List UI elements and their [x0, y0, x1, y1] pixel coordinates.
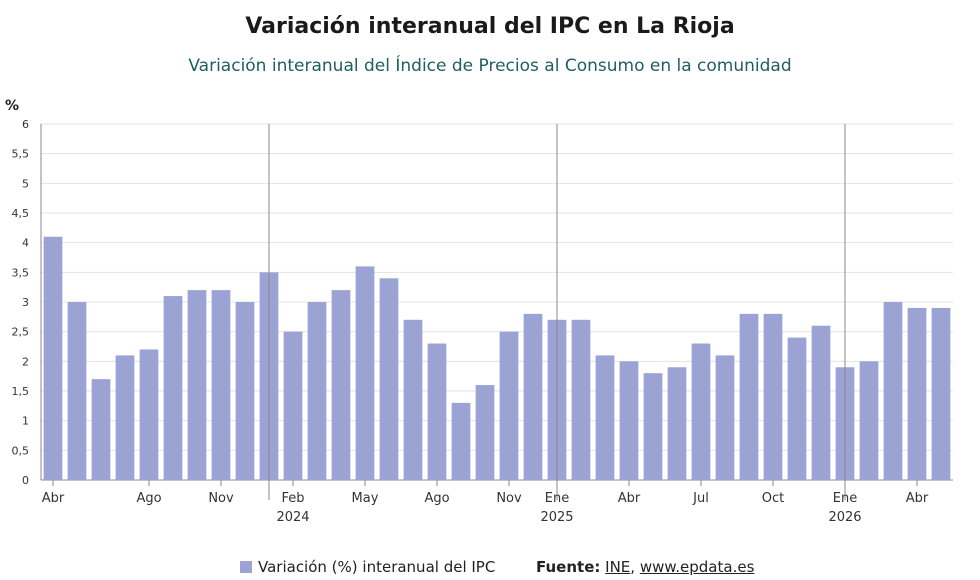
source-ine-link[interactable]: INE: [605, 558, 631, 576]
source-separator: ,: [630, 558, 636, 576]
y-tick-label: 1: [22, 415, 29, 428]
y-tick-label: 2: [22, 355, 29, 368]
bar: [667, 367, 687, 480]
chart-subtitle: Variación interanual del Índice de Preci…: [188, 56, 792, 76]
bar: [619, 361, 639, 480]
plot-area: % 0 0,5 1 1,5 2 2,5 3 3,5 4 4,5 5 5,5 6 Abr Ago Nov Feb Ma…: [5, 98, 953, 525]
source-label: Fuente:: [536, 558, 601, 576]
bar: [571, 319, 591, 480]
x-tick-label: Ene: [833, 491, 857, 506]
x-tick-label: Ago: [424, 491, 449, 506]
bar: [307, 302, 327, 480]
bar: [739, 313, 759, 480]
chart-footer: Variación (%) interanual del IPC Fuente:…: [0, 558, 980, 578]
x-tick-label: May: [352, 491, 379, 506]
source-site-link[interactable]: www.epdata.es: [639, 558, 755, 576]
bar: [331, 290, 351, 480]
bar: [451, 402, 471, 480]
bar: [115, 355, 135, 480]
bar: [907, 307, 927, 480]
bar: [163, 296, 183, 480]
bar: [211, 290, 231, 480]
bar: [379, 278, 399, 480]
bar: [691, 343, 711, 480]
source-note: Fuente: INE, www.epdata.es: [536, 558, 754, 576]
legend-label: Variación (%) interanual del IPC: [258, 558, 496, 576]
y-tick-label: 2,5: [12, 326, 30, 339]
x-year-label: 2026: [828, 510, 861, 525]
bar: [403, 319, 423, 480]
x-year-label: 2025: [540, 510, 573, 525]
x-tick-label: Nov: [496, 491, 522, 506]
bar: [139, 349, 159, 480]
bar: [931, 307, 951, 480]
bar: [427, 343, 447, 480]
bar: [763, 313, 783, 480]
y-tick-label: 0: [22, 474, 29, 487]
chart-title: Variación interanual del IPC en La Rioja: [245, 14, 735, 39]
y-tick-label: 3,5: [12, 266, 30, 279]
y-tick-label: 4,5: [12, 207, 30, 220]
x-year-label: 2024: [276, 510, 309, 525]
bar: [235, 302, 255, 480]
bar: [355, 266, 375, 480]
bar: [283, 331, 303, 480]
y-tick-label: 0,5: [12, 444, 30, 457]
bar: [595, 355, 615, 480]
bar: [91, 379, 111, 480]
bar: [499, 331, 519, 480]
x-tick-label: Nov: [208, 491, 234, 506]
y-tick-label: 5,5: [12, 148, 30, 161]
y-tick-label: 4: [22, 237, 29, 250]
x-tick-label: Feb: [281, 491, 304, 506]
x-tick-label: Ago: [136, 491, 161, 506]
bar: [859, 361, 879, 480]
y-tick-label: 3: [22, 296, 29, 309]
x-tick-label: Jul: [692, 491, 709, 506]
bar: [43, 236, 63, 480]
bar: [715, 355, 735, 480]
y-tick-label: 5: [22, 177, 29, 190]
legend: Variación (%) interanual del IPC: [240, 558, 495, 576]
y-tick-label: 1,5: [12, 385, 30, 398]
bar: [787, 337, 807, 480]
bar: [811, 325, 831, 480]
y-axis-label: %: [5, 98, 19, 114]
y-tick-label: 6: [22, 118, 29, 131]
x-tick-label: Ene: [545, 491, 569, 506]
x-tick-label: Abr: [906, 491, 929, 506]
x-tick-label: Oct: [762, 491, 784, 506]
x-tick-label: Abr: [42, 491, 65, 506]
bar: [643, 373, 663, 480]
bar: [475, 385, 495, 480]
x-tick-label: Abr: [618, 491, 641, 506]
bar: [187, 290, 207, 480]
bar: [883, 302, 903, 480]
bar: [67, 302, 87, 480]
bar: [523, 313, 543, 480]
legend-swatch: [240, 561, 252, 573]
